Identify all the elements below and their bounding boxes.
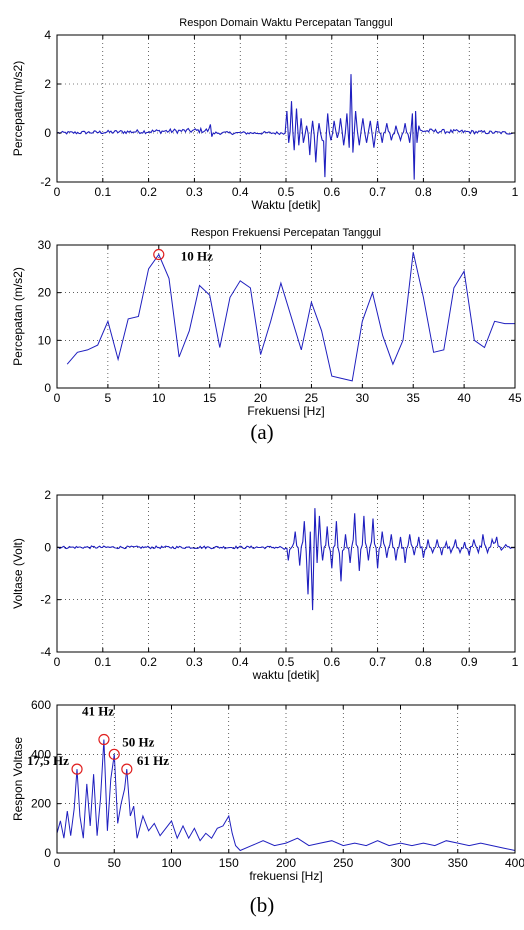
y-tick-label: 0 bbox=[44, 540, 51, 554]
x-tick-label: 0 bbox=[54, 655, 61, 669]
x-tick-label: 350 bbox=[448, 856, 468, 870]
x-tick-label: 0.2 bbox=[140, 655, 157, 669]
peak-marker bbox=[153, 248, 165, 261]
y-tick-label: -2 bbox=[40, 175, 51, 189]
y-tick-label: 400 bbox=[31, 747, 51, 761]
x-tick-label: 50 bbox=[108, 856, 122, 870]
series-line bbox=[56, 74, 515, 180]
x-axis-label: Frekuensi [Hz] bbox=[247, 404, 324, 418]
x-axis-label: frekuensi [Hz] bbox=[249, 869, 322, 883]
x-tick-label: 1 bbox=[512, 185, 519, 199]
chart-1: 0 0.1 0.2 0.3 0.4 0.5 0.6 0.7 0.8 0.9 1-2024Respon… bbox=[11, 17, 519, 212]
x-axis-label: Waktu [detik] bbox=[252, 198, 321, 212]
x-tick-label: 45 bbox=[508, 391, 522, 405]
plot-frame bbox=[56, 244, 516, 389]
x-tick-label: 250 bbox=[333, 856, 353, 870]
peak-marker bbox=[98, 733, 110, 746]
peak-marker bbox=[121, 763, 133, 775]
x-tick-label: 0.5 bbox=[278, 185, 295, 199]
peak-annotation: 61 Hz bbox=[137, 753, 169, 768]
x-tick-label: 100 bbox=[161, 856, 181, 870]
series-line bbox=[66, 252, 515, 382]
y-axis-label: Voltase (Volt) bbox=[11, 538, 25, 609]
y-tick-label: -2 bbox=[40, 593, 51, 607]
plot-frame bbox=[56, 494, 516, 653]
peak-annotation: 10 Hz bbox=[181, 249, 213, 264]
x-tick-label: 40 bbox=[457, 391, 471, 405]
x-tick-label: 0.5 bbox=[278, 655, 295, 669]
x-tick-label: 0.6 bbox=[323, 185, 340, 199]
y-tick-label: 2 bbox=[44, 77, 51, 91]
x-tick-label: 30 bbox=[356, 391, 370, 405]
x-tick-label: 0.4 bbox=[232, 185, 249, 199]
peak-annotation: 50 Hz bbox=[122, 734, 154, 749]
y-axis-label: Respon Voltase bbox=[11, 737, 25, 821]
y-tick-label: 0 bbox=[44, 126, 51, 140]
y-tick-label: 0 bbox=[44, 381, 51, 395]
x-axis-label: waktu [detik] bbox=[252, 668, 320, 682]
x-tick-label: 0.4 bbox=[232, 655, 249, 669]
y-tick-label: -4 bbox=[40, 645, 51, 659]
x-tick-label: 0 bbox=[54, 391, 61, 405]
x-tick-label: 0.7 bbox=[369, 655, 386, 669]
peak-annotation: 41 Hz bbox=[82, 704, 114, 719]
x-tick-label: 5 bbox=[105, 391, 112, 405]
x-tick-label: 1 bbox=[512, 655, 519, 669]
y-tick-label: 0 bbox=[44, 846, 51, 860]
y-tick-label: 600 bbox=[31, 698, 51, 712]
y-tick-label: 30 bbox=[38, 238, 52, 252]
x-tick-label: 0.6 bbox=[323, 655, 340, 669]
x-tick-label: 0.2 bbox=[140, 185, 157, 199]
x-tick-label: 20 bbox=[254, 391, 268, 405]
y-tick-label: 200 bbox=[31, 797, 51, 811]
chart-2: 0 5 10 15 20 25 30 35 40 45 0 10 20 30 Respon Frekuens… bbox=[11, 227, 522, 418]
chart-title: Respon Frekuensi Percepatan Tanggul bbox=[191, 227, 381, 239]
caption-b: (b) bbox=[249, 893, 275, 917]
y-axis-label: Percepatan(m/s2) bbox=[11, 61, 25, 156]
peak-annotation: 17,5 Hz bbox=[27, 753, 69, 768]
x-tick-label: 0.7 bbox=[369, 185, 386, 199]
y-tick-label: 10 bbox=[38, 333, 52, 347]
y-tick-label: 2 bbox=[44, 488, 51, 502]
y-tick-label: 20 bbox=[38, 286, 52, 300]
x-tick-label: 35 bbox=[407, 391, 421, 405]
x-tick-label: 0.3 bbox=[186, 185, 203, 199]
x-tick-label: 400 bbox=[505, 856, 524, 870]
x-tick-label: 0.1 bbox=[94, 185, 111, 199]
x-tick-label: 200 bbox=[276, 856, 296, 870]
peak-marker bbox=[71, 763, 83, 775]
y-axis-label: Percepatan (m/s2) bbox=[11, 267, 25, 366]
x-tick-label: 0.8 bbox=[415, 655, 432, 669]
x-tick-label: 0 bbox=[54, 185, 61, 199]
caption-a: (a) bbox=[250, 420, 274, 444]
x-tick-label: 25 bbox=[305, 391, 319, 405]
y-tick-label: 4 bbox=[44, 28, 51, 42]
series-line bbox=[57, 508, 516, 611]
x-tick-label: 15 bbox=[203, 391, 217, 405]
x-tick-label: 150 bbox=[219, 856, 239, 870]
x-tick-label: 10 bbox=[152, 391, 166, 405]
chart-3: 0 0.1 0.2 0.3 0.4 0.5 0.6 0.7 0.8 0.9 1 -4 -2 0 2 waktu… bbox=[11, 488, 519, 682]
x-tick-label: 0.9 bbox=[461, 185, 478, 199]
x-tick-label: 300 bbox=[390, 856, 410, 870]
series-line bbox=[56, 739, 516, 852]
x-tick-label: 0.9 bbox=[461, 655, 478, 669]
x-tick-label: 0.3 bbox=[186, 655, 203, 669]
x-tick-label: 0 bbox=[54, 856, 61, 870]
x-tick-label: 0.8 bbox=[415, 185, 432, 199]
chart-title: Respon Domain Waktu Percepatan Tanggul bbox=[179, 17, 392, 29]
peak-marker bbox=[108, 748, 120, 760]
chart-4: 0 50 100 150 200 250 300 350 400 0 200 400 600 frekue… bbox=[11, 698, 524, 883]
x-tick-label: 0.1 bbox=[94, 655, 111, 669]
